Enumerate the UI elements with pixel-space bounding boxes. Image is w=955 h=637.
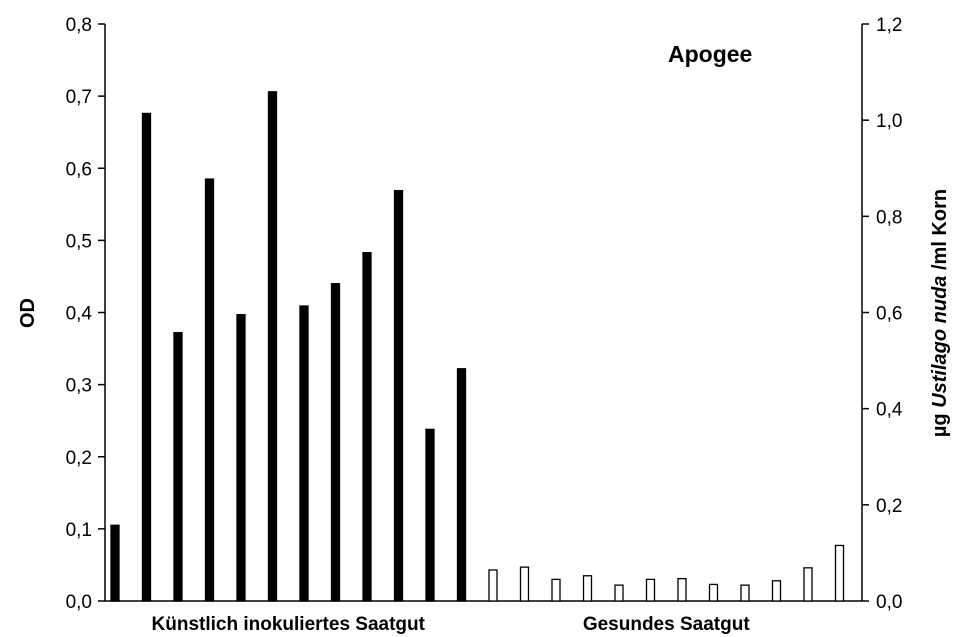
bar-healthy [551,578,561,602]
bar-inoculated [362,251,372,602]
y-axis-title-right: µg Ustilago nuda /ml Korn [929,189,951,437]
bar-healthy [708,583,719,602]
bar-inoculated [425,428,435,602]
bar-inoculated [299,305,309,602]
bar-healthy [834,544,845,602]
bar-inoculated [236,314,246,602]
right-tick-label: 0,4 [876,400,903,421]
y-axis-title-right-prefix: µg [929,408,951,437]
y-axis-title-left: OD [17,298,39,328]
group-labels: Künstlich inokuliertes Saatgut Gesundes S… [152,614,751,635]
bars [110,91,845,602]
y-axis-title-right-italic: Ustilago nuda [929,276,951,408]
y-axis-title-right-suffix: /ml Korn [929,189,951,276]
bar-healthy [582,575,593,602]
bar-inoculated [173,332,183,602]
bar-healthy [677,577,687,602]
bar-inoculated [110,524,120,602]
left-tick-label: 0,7 [66,87,92,108]
left-tick-label: 0,8 [66,15,92,36]
chart-title: Apogee [668,41,752,67]
bar-inoculated [267,91,278,602]
right-tick-label: 0,6 [876,304,902,325]
bar-healthy [519,566,530,602]
right-y-axis: 0,0 0,2 0,4 0,6 0,8 1,0 1,2 [861,15,903,613]
left-tick-label: 0,1 [66,520,92,541]
bar-inoculated [393,189,404,602]
left-tick-label: 0,5 [66,231,92,252]
right-tick-label: 1,2 [876,15,902,36]
left-tick-label: 0,2 [66,448,92,469]
bar-inoculated [204,178,215,602]
bar-healthy [614,584,624,602]
bar-inoculated [330,282,341,602]
bar-healthy [488,569,498,602]
left-tick-label: 0,4 [66,304,93,325]
bar-healthy [645,578,656,602]
left-y-axis: 0,0 0,1 0,2 0,3 0,4 0,5 0,6 0,7 0,8 [66,15,862,613]
right-tick-label: 0,2 [876,496,902,517]
group-label: Gesundes Saatgut [583,614,750,635]
group-label: Künstlich inokuliertes Saatgut [152,614,426,635]
bar-healthy [803,567,813,602]
left-tick-label: 0,6 [66,159,92,180]
right-tick-label: 0,8 [876,207,902,228]
left-tick-label: 0,3 [66,376,92,397]
right-tick-label: 1,0 [876,111,902,132]
bar-inoculated [141,112,152,602]
bar-healthy [740,584,750,602]
bar-healthy [771,580,782,602]
bar-inoculated [456,368,467,602]
right-tick-label: 0,0 [876,592,902,613]
left-tick-label: 0,0 [66,592,92,613]
